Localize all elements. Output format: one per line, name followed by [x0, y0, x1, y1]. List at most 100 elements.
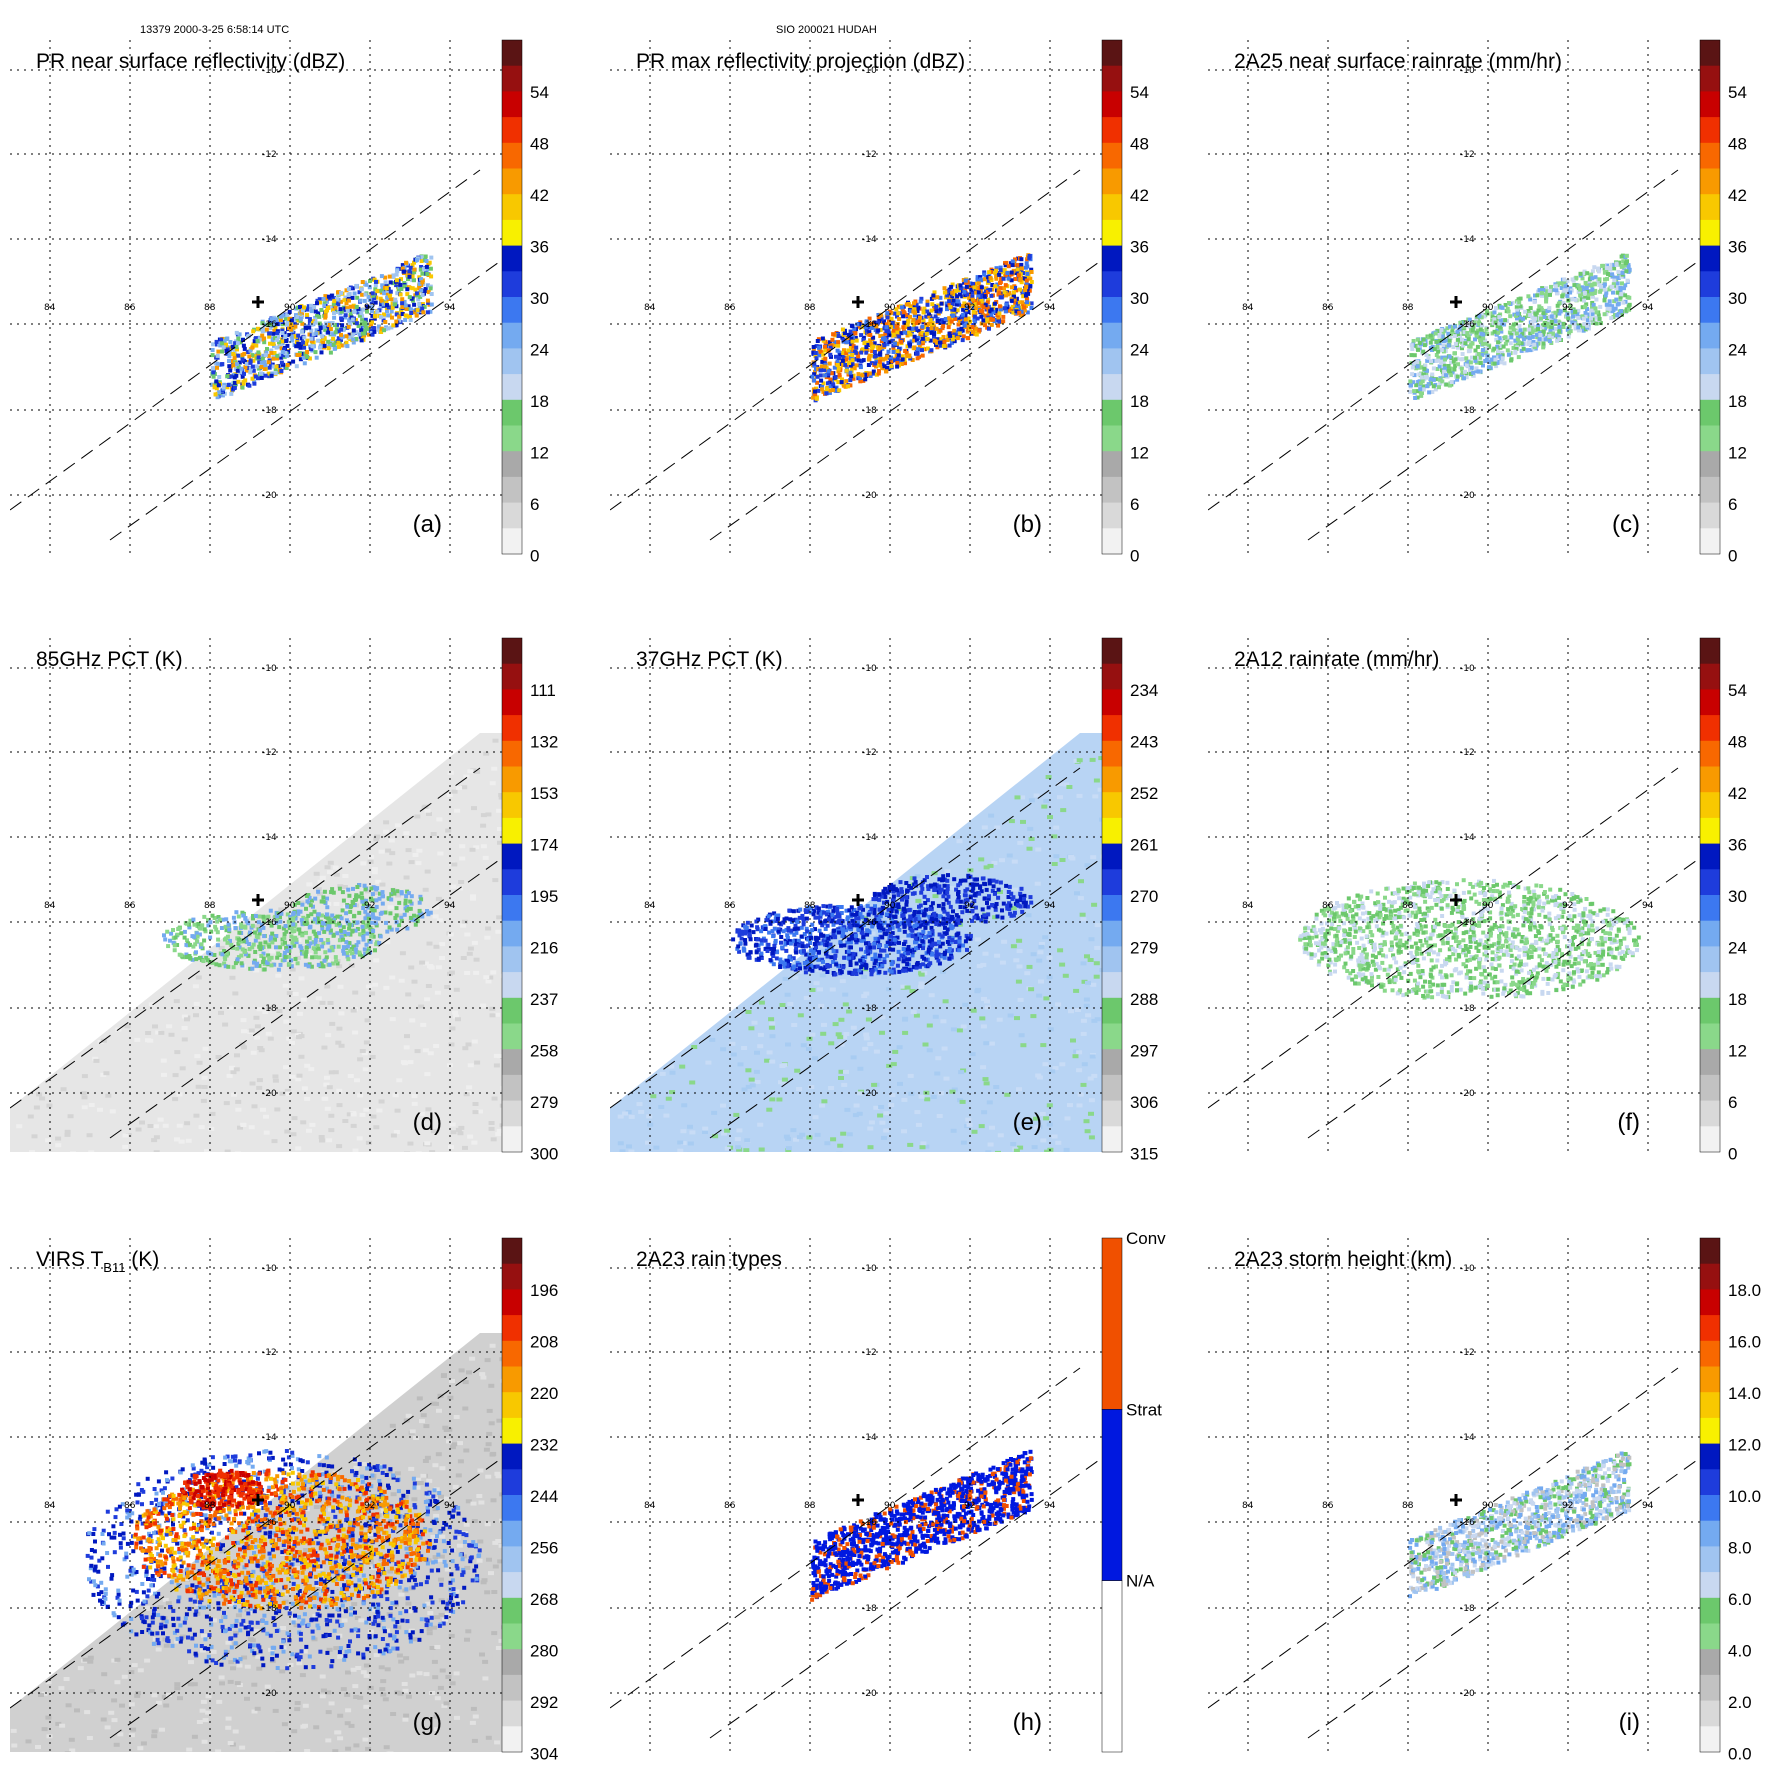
lon-label: 86 [124, 303, 136, 313]
panel-title: 37GHz PCT (K) [636, 648, 783, 671]
colorbar-tick: 2.0 [1728, 1693, 1752, 1712]
colorbar-e: 234 243 252 261 270 279 288 297 306 315 [1101, 637, 1158, 1164]
colorbar-g: 196 208 220 232 244 256 268 280 292 304 [501, 1237, 558, 1764]
storm-center-icon [1450, 296, 1462, 308]
colorbar-b: 54 48 42 36 30 24 18 12 6 0 [1101, 39, 1149, 566]
colorbar-tick: 24 [1728, 341, 1747, 360]
lon-label: 92 [964, 303, 975, 313]
lon-label: 88 [804, 1501, 816, 1511]
colorbar-tick: 14.0 [1728, 1384, 1761, 1403]
lat-label: -20 [1460, 1689, 1475, 1699]
colorbar-tick: 54 [530, 83, 549, 102]
panel-title: VIRS TB11 (K) [36, 1248, 159, 1275]
colorbar-tick: 252 [1130, 784, 1158, 803]
colorbar-tick: 48 [1728, 733, 1747, 752]
panel-title: 2A23 rain types [636, 1248, 782, 1271]
panel-label: (h) [1013, 1709, 1042, 1736]
colorbar-tick: 42 [1728, 186, 1747, 205]
lat-label: -20 [262, 491, 277, 501]
colorbar-tick: 24 [1130, 341, 1149, 360]
lon-label: 92 [964, 1501, 975, 1511]
colorbar-i: 18.0 16.0 14.0 12.0 10.0 8.0 6.0 4.0 2.0 0.0 [1699, 1237, 1761, 1764]
lat-label: -12 [262, 1348, 277, 1358]
lon-label: 90 [1482, 1501, 1494, 1511]
colorbar-tick: 132 [530, 733, 558, 752]
colorbar-tick: 24 [530, 341, 549, 360]
colorbar-tick: 6 [530, 495, 539, 514]
colorbar-tick: 48 [1130, 135, 1149, 154]
colorbar-tick: 12 [530, 444, 549, 463]
lon-label: 90 [284, 1501, 296, 1511]
panel-e: 84 86 88 90 92 94 -10 -12 -14 -16 -18 -20 37GHz PCT … [610, 637, 1158, 1164]
lon-label: 92 [1562, 1501, 1573, 1511]
lat-label: -10 [262, 66, 277, 76]
colorbar-tick: 288 [1130, 990, 1158, 1009]
colorbar-tick: 232 [530, 1436, 558, 1455]
lon-label: 92 [964, 901, 975, 911]
colorbar-tick: 0 [1728, 1145, 1737, 1164]
lon-label: 88 [1402, 1501, 1414, 1511]
lat-label: -12 [262, 748, 277, 758]
storm-center-icon [852, 894, 864, 906]
colorbar-tick: 30 [1130, 289, 1149, 308]
lat-label: -10 [1460, 66, 1475, 76]
colorbar-tick: 111 [530, 681, 556, 700]
storm-center-icon [252, 296, 264, 308]
lon-label: 92 [364, 901, 375, 911]
storm-center-icon [252, 894, 264, 906]
panel-i: 84 86 88 90 92 94 -10 -12 -14 -16 -18 -20 2A23 storm… [1208, 1237, 1761, 1764]
lat-label: -20 [1460, 1089, 1475, 1099]
panel-label: (e) [1013, 1109, 1042, 1136]
colorbar-tick: 48 [530, 135, 549, 154]
colorbar-tick: 292 [530, 1693, 558, 1712]
panel-title: PR max reflectivity projection (dBZ) [636, 50, 965, 73]
lon-label: 94 [444, 303, 456, 313]
colorbar-tick: 12 [1728, 444, 1747, 463]
panel-label: (i) [1619, 1709, 1640, 1736]
lon-label: 94 [1044, 303, 1056, 313]
lat-label: -20 [862, 1689, 877, 1699]
colorbar-tick: 304 [530, 1745, 558, 1764]
colorbar-h: Conv Strat N/A [1101, 1229, 1166, 1753]
colorbar-tick: 36 [1130, 238, 1149, 257]
colorbar-tick: Strat [1126, 1400, 1162, 1419]
lon-label: 90 [284, 901, 296, 911]
lat-label: -14 [1460, 833, 1475, 843]
lat-label: -12 [262, 150, 277, 160]
panel-label: (f) [1617, 1109, 1640, 1136]
lat-label: -14 [262, 833, 277, 843]
lon-label: 90 [284, 303, 296, 313]
lat-label: -12 [1460, 1348, 1475, 1358]
lat-label: -18 [262, 1004, 277, 1014]
colorbar-tick: 196 [530, 1281, 558, 1300]
map-e [610, 638, 1102, 1152]
lat-label: -18 [262, 1604, 277, 1614]
lat-label: -16 [862, 320, 877, 330]
lon-label: 92 [1562, 901, 1573, 911]
lat-label: -10 [1460, 664, 1475, 674]
colorbar-tick: 10.0 [1728, 1487, 1761, 1506]
colorbar-tick: 16.0 [1728, 1333, 1761, 1352]
lon-label: 84 [644, 303, 656, 313]
lon-label: 94 [1044, 1501, 1056, 1511]
map-f [1208, 638, 1700, 1152]
colorbar-tick: 153 [530, 784, 558, 803]
colorbar-f: 54 48 42 36 30 24 18 12 6 0 [1699, 637, 1747, 1164]
lat-label: -16 [862, 918, 877, 928]
lon-label: 86 [1322, 303, 1334, 313]
lon-label: 84 [44, 901, 56, 911]
lat-label: -10 [1460, 1264, 1475, 1274]
lon-label: 84 [1242, 303, 1254, 313]
colorbar-tick: 279 [1130, 939, 1158, 958]
lat-label: -20 [862, 1089, 877, 1099]
colorbar-tick: 8.0 [1728, 1539, 1752, 1558]
colorbar-tick: 36 [530, 238, 549, 257]
panel-b: 84 86 88 90 92 94 -10 -12 -14 -16 -18 -20 PR max ref… [610, 39, 1149, 566]
lon-label: 94 [1642, 901, 1654, 911]
colorbar-d: 111 132 153 174 195 216 237 258 279 300 [501, 637, 558, 1164]
lon-label: 86 [724, 303, 736, 313]
lat-label: -16 [1460, 320, 1475, 330]
lon-label: 84 [644, 901, 656, 911]
lat-label: -20 [862, 491, 877, 501]
